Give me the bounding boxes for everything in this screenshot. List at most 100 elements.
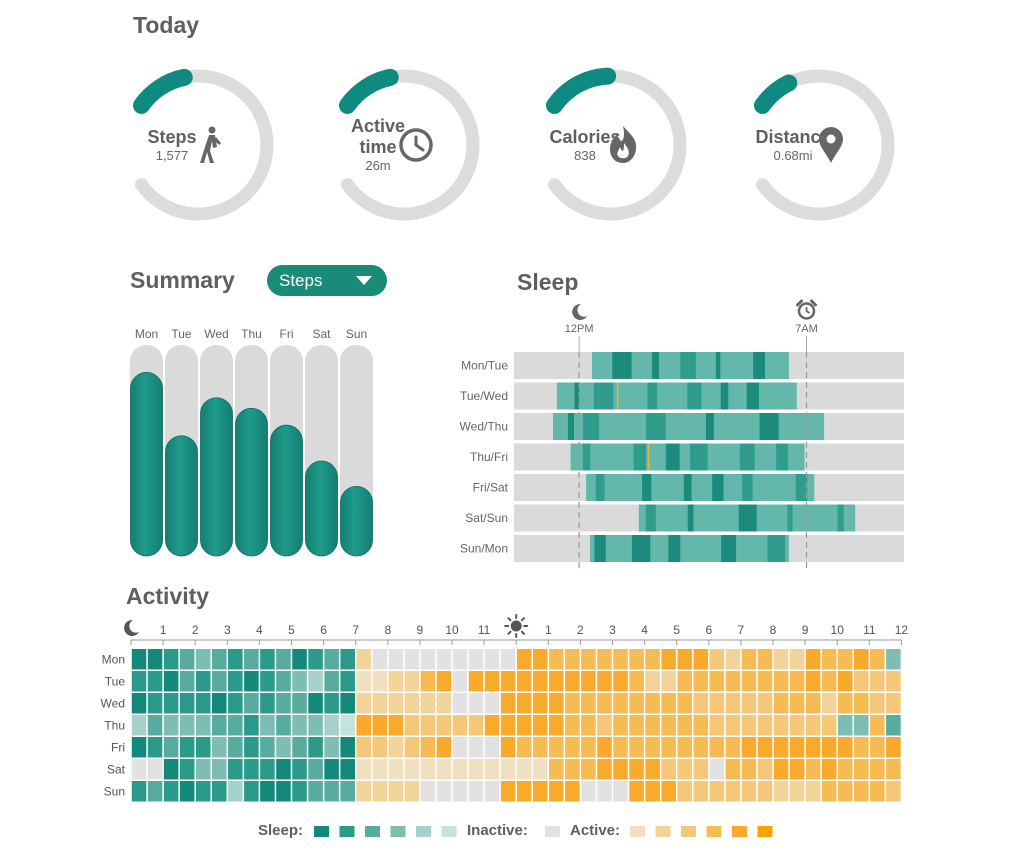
legend-swatch-active xyxy=(732,826,747,837)
activity-cell xyxy=(131,759,147,780)
activity-cell xyxy=(805,671,821,692)
activity-cell xyxy=(260,649,275,670)
activity-cell xyxy=(516,759,532,780)
activity-cell xyxy=(340,671,355,692)
activity-day-label: Wed xyxy=(101,696,125,710)
legend: Sleep: Inactive: Active: xyxy=(258,822,818,842)
activity-cell xyxy=(613,759,628,780)
activity-cell xyxy=(324,693,339,714)
flame-icon xyxy=(610,126,637,163)
activity-cell xyxy=(260,737,275,758)
activity-cell xyxy=(677,649,692,670)
activity-cell xyxy=(276,759,291,780)
day-label: Thu xyxy=(241,327,262,341)
hour-label: 8 xyxy=(384,623,391,637)
sleep-row-label: Tue/Wed xyxy=(460,389,508,403)
activity-cell xyxy=(725,671,741,692)
bar-value xyxy=(165,435,198,557)
activity-cell xyxy=(195,693,211,714)
hour-label: 10 xyxy=(445,623,459,637)
activity-cell xyxy=(131,781,147,802)
activity-cell xyxy=(340,737,355,758)
activity-cell xyxy=(179,671,195,692)
activity-cell xyxy=(292,781,307,802)
hour-label: 4 xyxy=(641,623,648,637)
activity-cell xyxy=(741,715,757,736)
day-label: Sun xyxy=(346,327,367,341)
bar-value xyxy=(340,485,373,557)
activity-cell xyxy=(533,759,548,780)
activity-cell xyxy=(340,781,355,802)
activity-cell xyxy=(886,671,901,692)
legend-swatch-active xyxy=(757,826,773,837)
activity-cell xyxy=(870,671,885,692)
activity-cell xyxy=(661,737,676,758)
activity-cell xyxy=(179,759,195,780)
activity-cell xyxy=(500,671,516,692)
activity-cell xyxy=(549,671,564,692)
activity-cell xyxy=(179,737,195,758)
activity-cell xyxy=(597,781,612,802)
activity-cell xyxy=(195,715,211,736)
activity-cell xyxy=(356,715,371,736)
activity-cell xyxy=(581,715,596,736)
sleep-row-label: Fri/Sat xyxy=(473,481,509,495)
activity-cell xyxy=(228,715,243,736)
activity-cell xyxy=(420,693,436,714)
activity-cell xyxy=(597,715,612,736)
ring-track xyxy=(755,69,895,221)
activity-cell xyxy=(870,715,885,736)
activity-cell xyxy=(179,781,195,802)
sleep-title: Sleep xyxy=(517,269,579,295)
activity-cell xyxy=(629,781,644,802)
activity-cell xyxy=(870,781,885,802)
activity-cell xyxy=(372,649,388,670)
legend-swatch-sleep xyxy=(441,826,457,837)
activity-cell xyxy=(260,781,275,802)
activity-cell xyxy=(789,693,805,714)
activity-cell xyxy=(388,715,404,736)
activity-cell xyxy=(356,759,371,780)
activity-cell xyxy=(805,781,821,802)
activity-cell xyxy=(212,781,227,802)
activity-cell xyxy=(565,649,580,670)
hour-label: 11 xyxy=(478,623,491,637)
activity-cell xyxy=(597,671,612,692)
ring-progress xyxy=(753,74,798,114)
activity-cell xyxy=(581,781,596,802)
activity-cell xyxy=(356,671,371,692)
ring-progress xyxy=(338,68,399,114)
activity-cell xyxy=(549,781,564,802)
activity-cell xyxy=(420,671,436,692)
sleep-chart: 12PM 7AM Mon/Tue Tue/Wed Wed/Thu Thu/Fri Fri/S… xyxy=(460,299,904,568)
ring-value: 26m xyxy=(365,158,390,173)
activity-cell xyxy=(613,737,628,758)
activity-cell xyxy=(484,671,500,692)
activity-cell xyxy=(549,693,564,714)
activity-cell xyxy=(805,715,821,736)
activity-cell xyxy=(741,759,757,780)
activity-cell xyxy=(388,737,404,758)
ring-label-2: time xyxy=(359,137,396,157)
activity-cell xyxy=(452,693,468,714)
hour-label: 6 xyxy=(320,623,327,637)
activity-cell xyxy=(484,737,500,758)
day-label: Wed xyxy=(204,327,228,341)
activity-cell xyxy=(870,649,885,670)
activity-cell xyxy=(725,693,741,714)
sleep-row: Sun/Mon xyxy=(460,535,904,562)
sleep-row-label: Sat/Sun xyxy=(465,511,508,525)
activity-cell xyxy=(645,781,660,802)
activity-cell xyxy=(420,759,436,780)
activity-cell xyxy=(131,671,147,692)
sleep-row-label: Mon/Tue xyxy=(461,359,508,373)
activity-cell xyxy=(244,671,259,692)
activity-cell xyxy=(533,693,548,714)
activity-cell xyxy=(163,671,179,692)
activity-cell xyxy=(228,693,243,714)
activity-cell xyxy=(645,649,660,670)
legend-swatches xyxy=(314,826,773,837)
activity-cell xyxy=(212,693,227,714)
metric-dropdown[interactable]: Steps xyxy=(267,265,387,296)
